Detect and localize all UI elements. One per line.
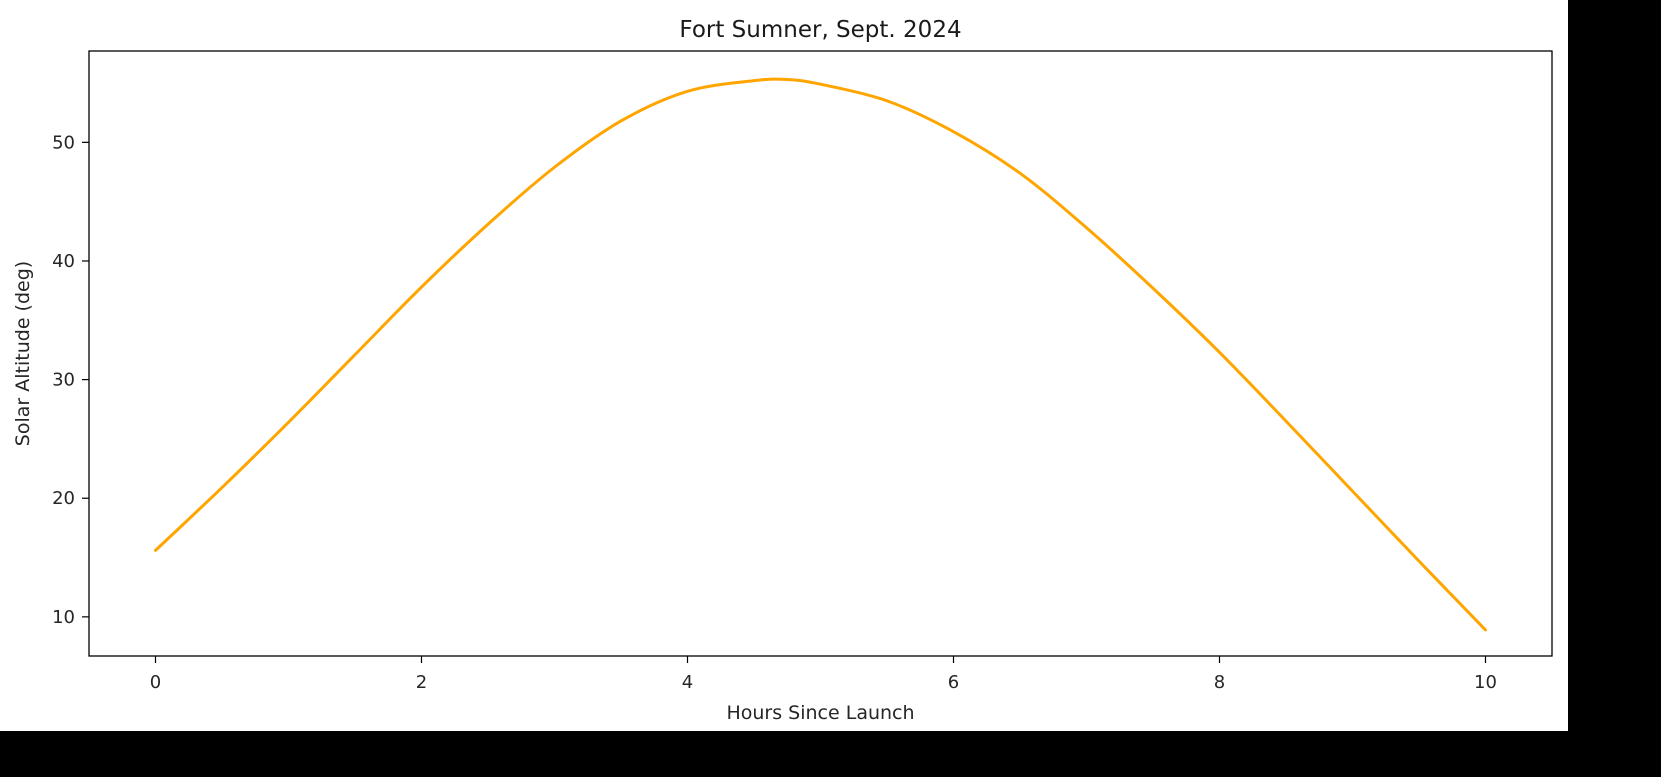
x-tick-label: 10 [1474,672,1497,693]
x-axis-label: Hours Since Launch [726,702,914,724]
x-tick-label: 4 [682,672,693,693]
x-tick-label: 6 [948,672,959,693]
x-tick-label: 8 [1214,672,1225,693]
y-tick-label: 10 [52,607,75,628]
line-chart: Fort Sumner, Sept. 2024 0 2 4 6 8 10 10 20 30 40… [12,17,1553,724]
y-tick-label: 50 [52,132,75,153]
y-tick-label: 20 [52,488,75,509]
y-axis-ticks: 10 20 30 40 50 [52,132,89,628]
x-tick-label: 0 [150,672,161,693]
y-tick-label: 40 [52,251,75,272]
x-tick-label: 2 [416,672,427,693]
chart-figure: Fort Sumner, Sept. 2024 0 2 4 6 8 10 10 20 30 40… [0,0,1568,731]
chart-title: Fort Sumner, Sept. 2024 [679,17,961,43]
y-axis-label: Solar Altitude (deg) [12,261,34,446]
plot-area-frame [88,50,1553,657]
series-line-solar-altitude [154,77,1487,632]
y-tick-label: 30 [52,370,75,391]
x-axis-ticks: 0 2 4 6 8 10 [150,656,1497,693]
